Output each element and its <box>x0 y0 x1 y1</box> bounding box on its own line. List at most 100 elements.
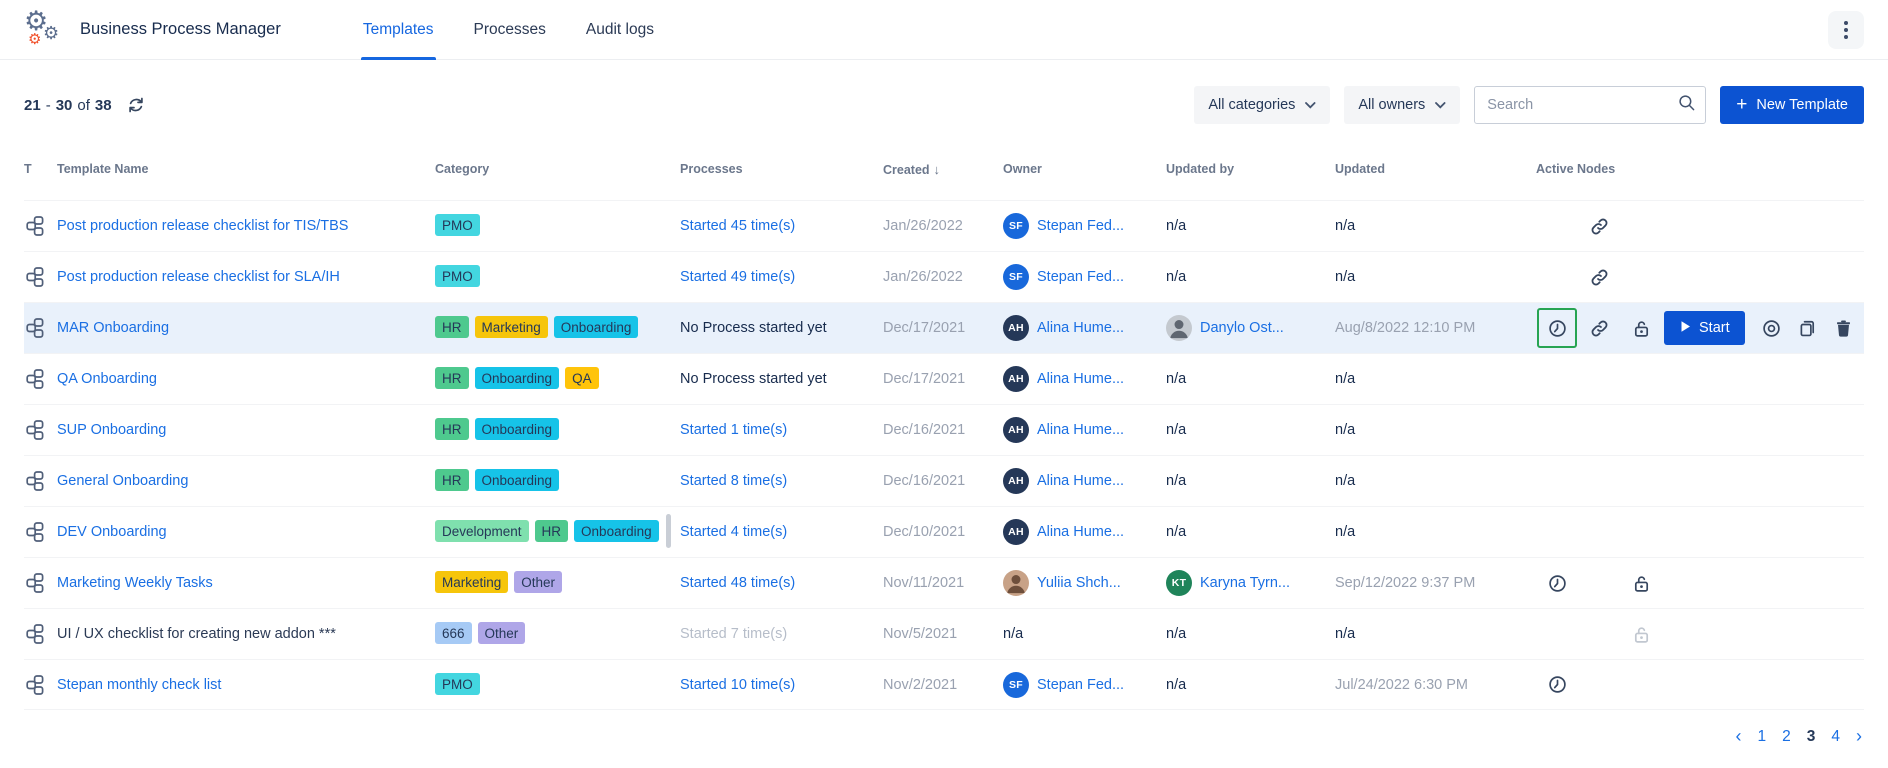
search-input[interactable] <box>1487 97 1679 113</box>
updated-value: Jul/24/2022 6:30 PM <box>1335 676 1469 693</box>
processes-cell: Started 10 time(s) <box>680 676 883 694</box>
updated-by-value: n/a <box>1166 218 1187 234</box>
overflow-menu-button[interactable] <box>1828 10 1864 49</box>
tab-processes[interactable]: Processes <box>473 20 546 38</box>
owner-filter-dropdown[interactable]: All owners <box>1344 86 1461 124</box>
processes-link[interactable]: Started 1 time(s) <box>680 422 788 438</box>
category-filter-dropdown[interactable]: All categories <box>1194 86 1331 124</box>
owner-link[interactable]: Alina Hume... <box>1037 371 1125 387</box>
category-tag: Onboarding <box>574 520 659 542</box>
clock-icon[interactable] <box>1548 319 1567 338</box>
updated-by-link[interactable]: Karyna Tyrn... <box>1200 575 1290 591</box>
pagination-page-3[interactable]: 3 <box>1806 728 1816 745</box>
clock-icon[interactable] <box>1548 574 1567 593</box>
owner-filter-label: All owners <box>1358 97 1426 113</box>
column-header-processes[interactable]: Processes <box>680 162 743 176</box>
avatar: AH <box>1003 417 1029 443</box>
active-link-icon[interactable] <box>1590 268 1609 287</box>
created-date: Nov/2/2021 <box>883 676 958 693</box>
column-header-created[interactable]: Created ↓ <box>883 161 941 177</box>
gear-icon: ⚙ <box>24 5 49 36</box>
unlock-icon[interactable] <box>1632 574 1651 593</box>
template-name-cell: DEV Onboarding <box>57 523 435 541</box>
column-header-category[interactable]: Category <box>435 162 490 176</box>
owner-link[interactable]: Alina Hume... <box>1037 473 1125 489</box>
clock-slot <box>1536 574 1578 593</box>
category-tag: HR <box>435 469 469 491</box>
category-cell: PMO <box>435 201 680 251</box>
template-name-link[interactable]: General Onboarding <box>57 473 189 489</box>
owner-link[interactable]: Stepan Fed... <box>1037 218 1125 234</box>
owner-link[interactable]: Alina Hume... <box>1037 422 1125 438</box>
scrollbar-thumb[interactable] <box>666 514 671 548</box>
template-name-link[interactable]: Post production release checklist for TI… <box>57 218 349 234</box>
owner: AH Alina Hume... <box>1003 519 1166 545</box>
range-dash: - <box>45 96 51 114</box>
tab-audit-logs[interactable]: Audit logs <box>585 20 654 38</box>
start-button-label: Start <box>1699 320 1730 336</box>
processes-link[interactable]: Started 4 time(s) <box>680 524 788 540</box>
column-header-updated-by[interactable]: Updated by <box>1166 162 1235 176</box>
template-name-link[interactable]: QA Onboarding <box>57 371 157 387</box>
processes-link[interactable]: Started 45 time(s) <box>680 218 796 234</box>
template-type-cell <box>26 471 57 491</box>
processes-link[interactable]: Started 8 time(s) <box>680 473 788 489</box>
active-link-icon[interactable] <box>1590 319 1609 338</box>
pagination-page-1[interactable]: 1 <box>1757 728 1767 745</box>
clock-slot <box>1536 675 1578 694</box>
range-of: of <box>77 96 90 114</box>
processes-link[interactable]: Started 49 time(s) <box>680 269 796 285</box>
template-name-link[interactable]: Marketing Weekly Tasks <box>57 575 213 591</box>
processes-link[interactable]: Started 48 time(s) <box>680 575 796 591</box>
owner-link[interactable]: Alina Hume... <box>1037 320 1125 336</box>
owner: AH Alina Hume... <box>1003 315 1166 341</box>
updated-by-link[interactable]: Danylo Ost... <box>1200 320 1284 336</box>
app-title: Business Process Manager <box>80 20 281 38</box>
category-filter-label: All categories <box>1208 97 1296 113</box>
processes-link[interactable]: Started 10 time(s) <box>680 676 796 693</box>
active-link-icon[interactable] <box>1590 217 1609 236</box>
updated-value: Sep/12/2022 9:37 PM <box>1335 575 1476 591</box>
avatar: KT <box>1166 570 1192 596</box>
watch-icon[interactable] <box>1762 319 1781 338</box>
copy-icon[interactable] <box>1798 319 1817 338</box>
template-name-cell: Marketing Weekly Tasks <box>57 574 435 592</box>
updated-by: Danylo Ost... <box>1166 315 1335 341</box>
unlock-icon[interactable] <box>1632 319 1651 338</box>
owner-link[interactable]: Alina Hume... <box>1037 524 1125 540</box>
pagination-page-2[interactable]: 2 <box>1782 728 1791 745</box>
column-header-active-nodes[interactable]: Active Nodes <box>1536 162 1616 176</box>
pagination-prev[interactable]: ‹ <box>1735 726 1742 746</box>
gear-icon: ⚙ <box>28 30 42 48</box>
owner-link[interactable]: Yuliia Shch... <box>1037 575 1121 591</box>
updated-value: Aug/8/2022 12:10 PM <box>1335 320 1476 336</box>
new-template-button[interactable]: + New Template <box>1720 86 1864 124</box>
owner-link[interactable]: Stepan Fed... <box>1037 676 1125 693</box>
pagination-page-4[interactable]: 4 <box>1831 728 1840 745</box>
updated-cell: n/a <box>1335 268 1536 286</box>
clock-icon[interactable] <box>1548 675 1567 694</box>
trash-icon[interactable] <box>1834 319 1853 338</box>
active-nodes-cell <box>1536 675 1864 694</box>
column-header-updated[interactable]: Updated <box>1335 162 1385 176</box>
template-name-link[interactable]: MAR Onboarding <box>57 320 170 336</box>
tab-templates[interactable]: Templates <box>360 0 436 60</box>
column-header-owner[interactable]: Owner <box>1003 162 1042 176</box>
owner-link[interactable]: Stepan Fed... <box>1037 269 1125 285</box>
updated-by-value: n/a <box>1166 371 1187 387</box>
category-tag: Onboarding <box>474 418 560 440</box>
column-header-type[interactable]: T <box>24 162 32 176</box>
template-type-cell <box>26 216 57 236</box>
template-name-link[interactable]: DEV Onboarding <box>57 524 167 540</box>
template-name-link[interactable]: Post production release checklist for SL… <box>57 269 340 285</box>
start-button[interactable]: Start <box>1664 311 1745 345</box>
refresh-icon[interactable] <box>127 96 145 114</box>
pagination-next[interactable]: › <box>1856 726 1862 746</box>
category-cell: Marketing Other <box>435 558 680 608</box>
category-tag: Onboarding <box>553 316 639 338</box>
column-header-template-name[interactable]: Template Name <box>57 162 149 176</box>
template-name-link[interactable]: Stepan monthly check list <box>57 676 222 693</box>
search-icon[interactable] <box>1678 94 1695 116</box>
table-body: Post production release checklist for TI… <box>24 200 1864 710</box>
template-name-link[interactable]: SUP Onboarding <box>57 422 167 438</box>
